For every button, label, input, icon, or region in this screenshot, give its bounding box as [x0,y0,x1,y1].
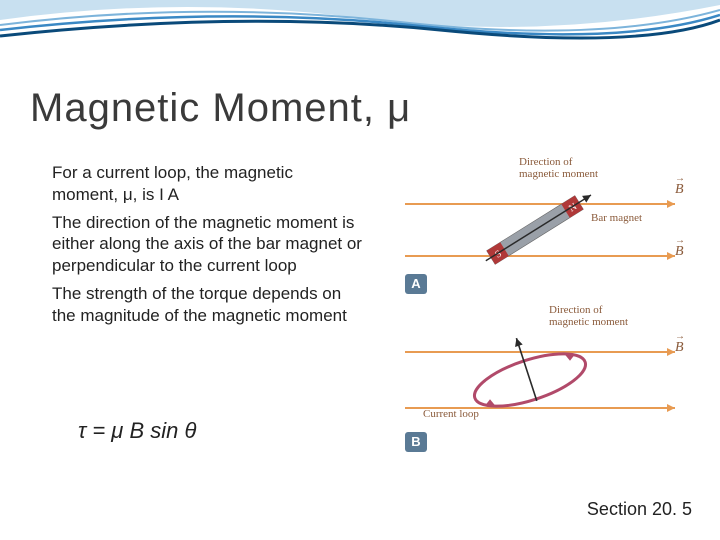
panel-b-b-top: B [675,340,684,356]
slide-title: Magnetic Moment, μ [30,86,411,131]
paragraph-1: For a current loop, the magnetic moment,… [52,162,362,206]
torque-equation: τ = μ B sin θ [78,418,196,444]
header-wave [0,0,720,90]
panel-a-b-top: B [675,182,684,198]
panel-b-svg [395,304,695,454]
panel-a-moment-label: Direction ofmagnetic moment [519,156,598,180]
section-label: Section 20. 5 [587,499,692,520]
body-text: For a current loop, the magnetic moment,… [52,162,362,332]
figure: N S Direction ofmagnetic moment Bar magn… [395,156,695,456]
paragraph-2: The direction of the magnetic moment is … [52,212,362,277]
panel-a-badge: A [405,274,427,294]
panel-a-b-bottom: B [675,244,684,260]
paragraph-3: The strength of the torque depends on th… [52,283,362,327]
panel-b-loop-label: Current loop [423,408,479,420]
panel-a-barmagnet-label: Bar magnet [591,212,642,224]
panel-b-moment-label: Direction ofmagnetic moment [549,304,628,328]
panel-b-badge: B [405,432,427,452]
